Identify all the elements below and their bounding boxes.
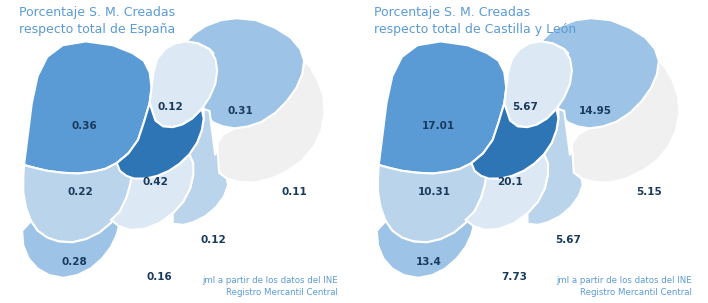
Polygon shape (504, 42, 572, 127)
Polygon shape (378, 153, 487, 242)
Polygon shape (23, 153, 132, 242)
Text: 5.67: 5.67 (555, 235, 581, 245)
Polygon shape (466, 154, 548, 230)
Text: 13.4: 13.4 (416, 257, 442, 267)
Text: 0.31: 0.31 (227, 106, 253, 116)
Polygon shape (186, 18, 304, 128)
Polygon shape (149, 42, 217, 127)
Text: 0.12: 0.12 (158, 102, 184, 112)
Text: 0.12: 0.12 (200, 235, 227, 245)
Text: 17.01: 17.01 (422, 122, 455, 132)
Polygon shape (173, 109, 228, 225)
Text: 20.1: 20.1 (497, 177, 523, 187)
Text: 0.36: 0.36 (71, 122, 97, 132)
Polygon shape (527, 109, 583, 225)
Polygon shape (117, 103, 204, 178)
Text: 7.73: 7.73 (501, 272, 527, 282)
Polygon shape (22, 211, 120, 278)
Text: 0.22: 0.22 (67, 187, 93, 197)
Text: jml a partir de los datos del INE
Registro Mercantil Central: jml a partir de los datos del INE Regist… (202, 276, 338, 297)
Polygon shape (570, 61, 679, 182)
Text: Porcentaje S. M. Creadas
respecto total de España: Porcentaje S. M. Creadas respecto total … (19, 6, 176, 36)
Text: 0.42: 0.42 (142, 177, 169, 187)
Polygon shape (377, 211, 474, 278)
Text: 10.31: 10.31 (418, 187, 451, 197)
Text: 0.28: 0.28 (62, 257, 87, 267)
Polygon shape (541, 18, 659, 128)
Polygon shape (24, 42, 152, 174)
Text: 0.11: 0.11 (282, 187, 307, 197)
Text: 0.16: 0.16 (147, 272, 172, 282)
Text: 5.67: 5.67 (513, 102, 539, 112)
Polygon shape (215, 61, 324, 182)
Polygon shape (111, 154, 193, 230)
Text: 14.95: 14.95 (578, 106, 612, 116)
Polygon shape (379, 42, 506, 174)
Text: jml a partir de los datos del INE
Registro Mercantil Central: jml a partir de los datos del INE Regist… (556, 276, 692, 297)
Text: 5.15: 5.15 (636, 187, 662, 197)
Polygon shape (472, 103, 559, 178)
Text: Porcentaje S. M. Creadas
respecto total de Castilla y León: Porcentaje S. M. Creadas respecto total … (374, 6, 576, 36)
